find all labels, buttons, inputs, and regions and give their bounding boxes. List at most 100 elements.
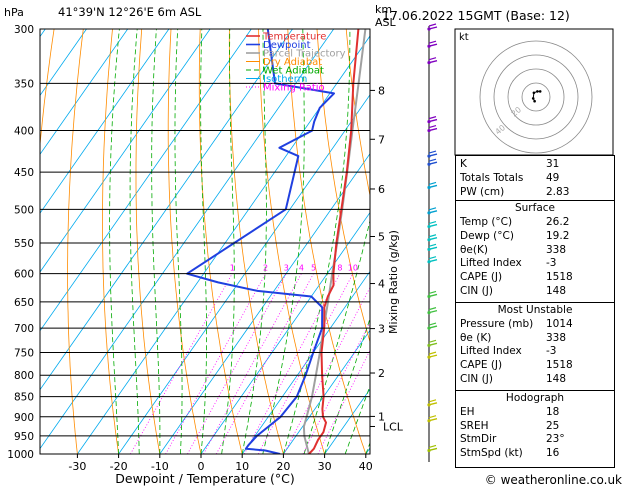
isotherm-line: [283, 329, 370, 454]
surface-label: CIN (J): [460, 284, 493, 297]
height-tick-label: 3: [378, 323, 385, 336]
isotherm-line: [40, 29, 211, 273]
mixing-ratio-label: 25: [404, 264, 414, 273]
hodograph-kt-label: kt: [459, 32, 469, 43]
surface-label: Dewp (°C): [460, 229, 514, 242]
mixing-ratio-line: [283, 286, 370, 454]
wind-barb-dot: [427, 403, 431, 407]
most-unstable-label: CIN (J): [460, 372, 493, 385]
parameters-panel: Surface Temp (°C) 26.2 Dewp (°C) 19.2 θe(K) 3…: [455, 200, 615, 468]
mixing-ratio-label: 2: [263, 264, 268, 273]
pressure-tick-label: 350: [14, 78, 34, 90]
wind-barb-flag: [428, 351, 437, 355]
surface-label: Temp (°C): [460, 216, 513, 228]
wind-barb-dot: [427, 162, 431, 166]
surface-label: Lifted Index: [460, 257, 522, 270]
x-axis-title: Dewpoint / Temperature (°C): [115, 471, 294, 486]
wind-barb-dot: [427, 247, 431, 251]
mixing-ratio-line: [203, 273, 302, 454]
most-unstable-row: CIN (J) 148: [456, 373, 614, 387]
most-unstable-row: CAPE (J) 1518: [456, 359, 614, 373]
height-tick-label: 4: [378, 278, 385, 291]
hodograph-index-label: StmSpd (kt): [460, 447, 523, 460]
wind-barb-flag: [428, 256, 437, 260]
wind-barb-flag: [428, 307, 437, 311]
lcl-label: LCL: [383, 420, 404, 433]
wind-barb-dot: [427, 44, 431, 48]
mixing-ratio-line: [243, 273, 341, 454]
index-value: 2.83: [546, 185, 570, 198]
index-label: PW (cm): [460, 185, 505, 198]
pressure-tick-label: 400: [14, 126, 34, 138]
wind-barb-flag: [428, 57, 437, 61]
most-unstable-row: θe (K) 338: [456, 332, 614, 346]
wind-barb-dot: [427, 128, 431, 133]
surface-row: Lifted Index -3: [456, 257, 614, 271]
hodograph-index-label: SREH: [460, 419, 489, 432]
pressure-tick-label: 650: [14, 297, 34, 309]
surface-row: CIN (J) 148: [456, 285, 614, 299]
pressure-tick-label: 500: [14, 204, 34, 216]
legend-label: Temperature: [262, 32, 326, 43]
pressure-tick-label: 900: [14, 412, 34, 424]
hodograph-ring: [521, 82, 551, 112]
hodograph-point: [538, 90, 542, 93]
temperature-tick-label: 30: [318, 460, 332, 473]
isotherm-line: [40, 29, 170, 214]
wind-barb-flag: [428, 234, 437, 238]
height-ref-label: ASL: [375, 16, 397, 29]
hodograph-ring: [479, 40, 593, 154]
most-unstable-section: Most Unstable Pressure (mb) 1014 θe (K) 338…: [456, 301, 614, 390]
most-unstable-value: -3: [546, 345, 557, 358]
most-unstable-label: θe (K): [460, 331, 492, 344]
wind-barb-dot: [427, 120, 431, 124]
temperature-tick-label: 0: [198, 460, 205, 473]
surface-label: θe(K): [460, 243, 488, 256]
wind-barb-flag: [428, 207, 437, 211]
temperature-tick-label: -20: [110, 460, 128, 473]
wet-adiabat-line: [174, 29, 183, 454]
index-row: Totals Totals 49: [456, 172, 614, 186]
location-label: 41°39'N 12°26'E 6m ASL: [58, 5, 202, 19]
hodograph-ring: [493, 54, 579, 140]
mixing-ratio-line: [302, 321, 370, 454]
wet-adiabat-line: [200, 29, 208, 454]
hodograph-index-value: 23°: [546, 433, 565, 446]
index-row: K 31: [456, 158, 614, 172]
most-unstable-value: 338: [546, 331, 567, 344]
indices-panel: K 31 Totals Totals 49 PW (cm) 2.83: [455, 155, 615, 204]
isotherm-line: [40, 29, 129, 155]
height-unit-label: km: [375, 3, 392, 16]
pressure-tick-label: 850: [14, 392, 34, 404]
mixing-ratio-line: [215, 273, 314, 454]
hodograph-index-row: StmDir 23°: [456, 433, 614, 447]
hodograph-point: [532, 91, 536, 95]
temperature-tick-label: 20: [276, 460, 290, 473]
pressure-tick-label: 450: [14, 167, 34, 179]
hodograph-indices-title: Hodograph: [505, 391, 565, 404]
pressure-tick-label: 750: [14, 347, 34, 359]
surface-row: θe(K) 338: [456, 244, 614, 258]
mixing-ratio-label: 3: [284, 264, 289, 273]
wind-barb-flag: [428, 124, 437, 129]
most-unstable-value: 1014: [546, 317, 573, 330]
wind-barb-flag: [428, 116, 437, 120]
mixing-ratio-axis-title: Mixing Ratio (g/kg): [387, 230, 400, 334]
isotherm-line: [40, 29, 293, 391]
isotherm-line: [200, 211, 370, 454]
dry-adiabat-line: [135, 29, 161, 454]
surface-section: Surface Temp (°C) 26.2 Dewp (°C) 19.2 θe(K) 3…: [456, 201, 614, 302]
mixing-ratio-line: [257, 273, 354, 454]
wind-barb-flag: [428, 339, 437, 343]
index-value: 49: [546, 171, 560, 184]
hodograph-index-value: 16: [546, 447, 560, 460]
hodograph-point: [536, 90, 539, 93]
wind-barb-dot: [427, 294, 431, 299]
wind-barb-dot: [427, 260, 431, 264]
isotherm-line: [77, 35, 370, 454]
surface-value: 26.2: [546, 216, 570, 228]
pressure-tick-label: 700: [14, 323, 34, 335]
legend-label: Wet Adiabat: [263, 66, 324, 77]
